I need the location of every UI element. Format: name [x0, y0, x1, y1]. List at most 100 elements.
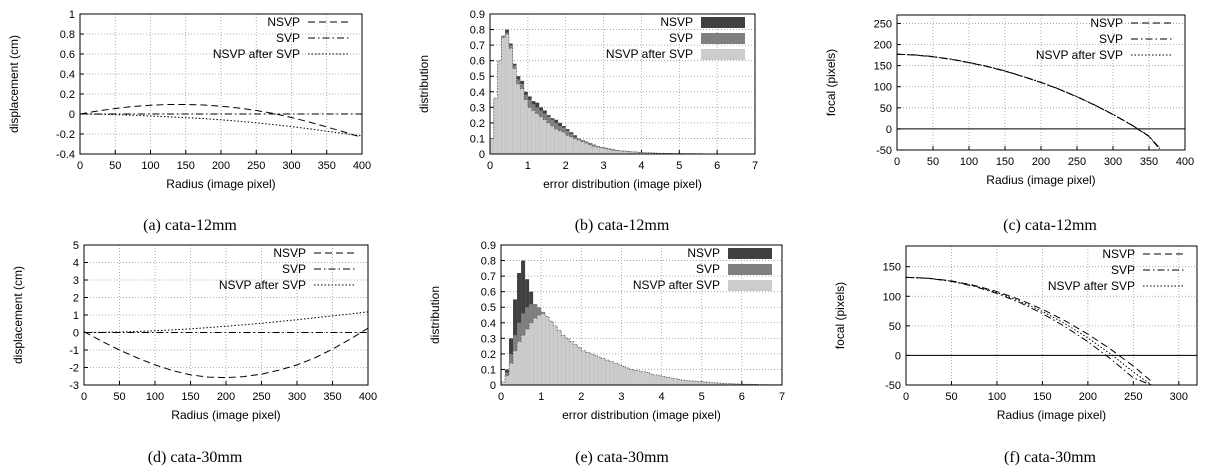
histogram-bar	[637, 371, 642, 385]
chart-d: 0 50 100 150 200 250 300 350 400 -3 -2 -1 0 1 2 3 4 5 NSVP…	[11, 240, 377, 466]
plot-frame	[489, 13, 756, 155]
histogram-bar	[569, 341, 574, 385]
legend-swatch	[728, 248, 772, 259]
y-tick-label: 0.7	[470, 40, 485, 52]
histogram-bar	[721, 383, 726, 385]
histogram-bar	[493, 98, 498, 154]
x-tick-label: 5	[676, 160, 682, 172]
y-tick-label: 3	[73, 275, 79, 287]
x-tick-label: 300	[1170, 391, 1188, 403]
x-tick-label: 3	[618, 391, 624, 403]
y-tick-label: 200	[874, 40, 892, 52]
y-tick-label: 0.1	[470, 133, 485, 145]
legend-entry: NSVP after SVP	[213, 47, 350, 61]
histogram-bar	[524, 99, 528, 154]
histogram-bar	[501, 381, 506, 385]
histogram-bar	[525, 329, 530, 385]
legend-label: SVP	[1099, 32, 1123, 46]
x-tick-label: 200	[217, 391, 235, 403]
histogram-bar	[603, 148, 608, 154]
histogram-bar	[630, 151, 634, 154]
chart-e: 0 1 2 3 4 5 6 7 0 0.1 0.2 0.3 0.4 0.5 0.6 0.7 0.8 0.9 NSVP…	[428, 240, 785, 466]
y-tick-label: 0.2	[481, 349, 496, 361]
y-axis-label: focal (pixels)	[833, 282, 847, 349]
histogram-bar	[625, 367, 630, 385]
x-tick-label: 1	[525, 160, 531, 172]
histogram-bar	[629, 369, 634, 385]
legend-swatch	[701, 49, 745, 60]
y-tick-label: 0.5	[470, 71, 485, 83]
x-tick-label: 200	[1079, 391, 1097, 403]
histogram-bar	[581, 350, 586, 385]
y-tick-label: 1	[69, 9, 75, 21]
x-tick-label: 6	[739, 391, 745, 403]
histogram-bar	[649, 374, 654, 385]
y-tick-label: 0.7	[481, 271, 496, 283]
x-tick-label: 300	[282, 160, 300, 172]
chart-f: 0 50 100 150 200 250 300-50050100150NSVPSVPNSV…	[833, 245, 1198, 466]
histogram-bar	[588, 144, 593, 154]
histogram-bar	[717, 383, 722, 385]
legend-label: SVP	[276, 31, 300, 45]
y-tick-label: 0.6	[481, 287, 496, 299]
y-tick-label: 0.4	[481, 318, 496, 330]
y-tick-label: 0	[895, 350, 901, 362]
legend-entry: NSVP	[660, 15, 745, 29]
histogram-bar	[607, 149, 612, 154]
x-tick-label: 100	[960, 156, 978, 168]
legend-label: NSVP	[1102, 247, 1135, 261]
y-axis-label: distribution	[428, 286, 442, 344]
plot-area	[80, 104, 362, 138]
chart-caption: (c) cata-12mm	[1003, 217, 1097, 234]
histogram-bar	[585, 352, 590, 385]
legend-label: NSVP after SVP	[213, 47, 300, 61]
x-axis-label: Radius (image pixel)	[986, 173, 1095, 187]
x-axis-label: Radius (image pixel)	[997, 408, 1106, 422]
y-tick-label: 0	[886, 124, 892, 136]
x-tick-label: 400	[353, 160, 371, 172]
x-tick-label: 0	[487, 160, 493, 172]
x-tick-label: 50	[109, 160, 121, 172]
y-tick-label: 50	[880, 103, 892, 115]
y-tick-label: 0.3	[470, 102, 485, 114]
y-tick-label: 250	[874, 18, 892, 30]
x-tick-label: 350	[323, 391, 341, 403]
x-tick-label: 7	[779, 391, 785, 403]
x-axis-label: error distribution (image pixel)	[543, 177, 702, 191]
histogram-bar	[649, 152, 653, 154]
legend-swatch	[701, 17, 745, 28]
x-tick-label: 0	[498, 391, 504, 403]
histogram-bar	[645, 372, 650, 385]
y-tick-label: 150	[883, 262, 901, 274]
legend-entry: SVP	[696, 262, 772, 276]
legend-entry: SVP	[1111, 263, 1185, 277]
y-tick-label: 0	[479, 149, 485, 161]
histogram-bar	[669, 378, 674, 385]
legend-label: NSVP	[660, 15, 693, 29]
histogram-bar	[637, 152, 642, 154]
series-line-svp	[897, 53, 1161, 149]
histogram-bar	[505, 34, 509, 154]
x-tick-label: 250	[252, 391, 270, 403]
legend-entry: NSVP	[273, 246, 356, 260]
histogram-bar	[537, 315, 542, 385]
x-tick-label: 350	[318, 160, 336, 172]
y-tick-label: 0.8	[481, 256, 496, 268]
plot-frame	[79, 13, 363, 155]
series-line-nsvp-after-svp	[897, 53, 1161, 150]
histogram-bar	[527, 107, 532, 154]
histogram-bar	[622, 151, 627, 154]
x-axis-label: error distribution (image pixel)	[562, 408, 721, 422]
histogram-bar	[550, 126, 555, 154]
legend-entry: NSVP after SVP	[1036, 48, 1173, 62]
y-tick-label: 150	[874, 61, 892, 73]
y-tick-label: 0.6	[60, 49, 75, 61]
histogram-bar	[501, 37, 506, 154]
histogram-bar	[614, 150, 619, 154]
x-tick-label: 100	[141, 160, 159, 172]
plot-frame	[905, 245, 1198, 386]
histogram-bar	[685, 380, 690, 385]
y-tick-label: 0.1	[481, 364, 496, 376]
legend-entry: NSVP after SVP	[606, 47, 745, 61]
